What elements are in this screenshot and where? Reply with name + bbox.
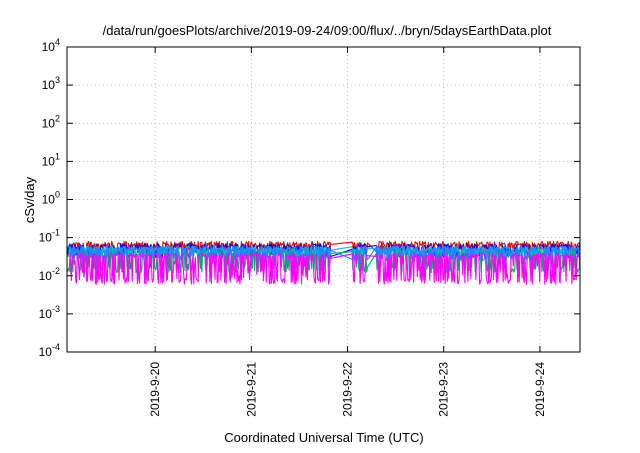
plot-frame — [66, 46, 581, 353]
x-tick-label: 2019-9-21 — [244, 362, 258, 417]
y-tick-label: 103 — [42, 75, 60, 92]
series-layer — [66, 240, 581, 285]
y-tick-label: 104 — [42, 37, 60, 54]
series-line — [66, 252, 581, 285]
y-tick-label: 10-4 — [39, 342, 60, 359]
y-tick-label: 101 — [42, 151, 60, 168]
y-tick-label: 100 — [42, 190, 60, 207]
x-tick-label: 2019-9-20 — [148, 362, 162, 417]
y-tick-label: 10-2 — [39, 266, 60, 283]
x-tick-label: 2019-9-24 — [533, 362, 547, 417]
chart-title: /data/run/goesPlots/archive/2019-09-24/0… — [103, 23, 552, 38]
axis-layer: 10-4 10-3 10-2 10-1 100 101 102 103 104 2019-9-20… — [39, 37, 581, 417]
y-tick-label: 10-1 — [39, 228, 60, 245]
x-tick-label: 2019-9-22 — [341, 362, 355, 417]
grid-layer — [67, 46, 580, 353]
series-line — [66, 245, 581, 262]
y-axis-label: cSv/day — [22, 176, 37, 223]
x-axis-label: Coordinated Universal Time (UTC) — [224, 430, 423, 445]
y-tick-label: 10-3 — [39, 304, 60, 321]
x-tick-label: 2019-9-23 — [437, 362, 451, 417]
y-tick-label: 102 — [42, 113, 60, 130]
